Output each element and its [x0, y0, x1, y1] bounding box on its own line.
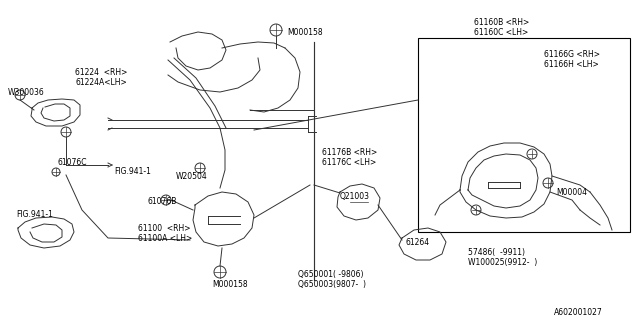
Text: FIG.941-1: FIG.941-1	[16, 210, 53, 219]
Text: 61076B: 61076B	[148, 197, 177, 206]
Text: 61264: 61264	[406, 238, 430, 247]
Text: W100025(9912-  ): W100025(9912- )	[468, 258, 537, 267]
Text: M00004: M00004	[556, 188, 587, 197]
Text: 61100  <RH>: 61100 <RH>	[138, 224, 191, 233]
Text: 61224  <RH>: 61224 <RH>	[75, 68, 127, 77]
Text: 61076C: 61076C	[58, 158, 88, 167]
Text: 61166G <RH>: 61166G <RH>	[544, 50, 600, 59]
Text: 61100A <LH>: 61100A <LH>	[138, 234, 192, 243]
Text: A602001027: A602001027	[554, 308, 603, 317]
Text: 61166H <LH>: 61166H <LH>	[544, 60, 599, 69]
Text: FIG.941-1: FIG.941-1	[114, 167, 151, 176]
Text: 57486(  -9911): 57486( -9911)	[468, 248, 525, 257]
Text: 61224A<LH>: 61224A<LH>	[75, 78, 127, 87]
Text: 61176C <LH>: 61176C <LH>	[322, 158, 376, 167]
Text: M000158: M000158	[212, 280, 248, 289]
Text: 61160C <LH>: 61160C <LH>	[474, 28, 528, 37]
Text: 61176B <RH>: 61176B <RH>	[322, 148, 377, 157]
Text: M000158: M000158	[287, 28, 323, 37]
Text: Q650001( -9806): Q650001( -9806)	[298, 270, 364, 279]
Text: 61160B <RH>: 61160B <RH>	[474, 18, 529, 27]
Text: W20504: W20504	[176, 172, 208, 181]
Text: W300036: W300036	[8, 88, 45, 97]
Text: Q650003(9807-  ): Q650003(9807- )	[298, 280, 366, 289]
Text: Q21003: Q21003	[340, 192, 370, 201]
Bar	[418, 38, 630, 232]
